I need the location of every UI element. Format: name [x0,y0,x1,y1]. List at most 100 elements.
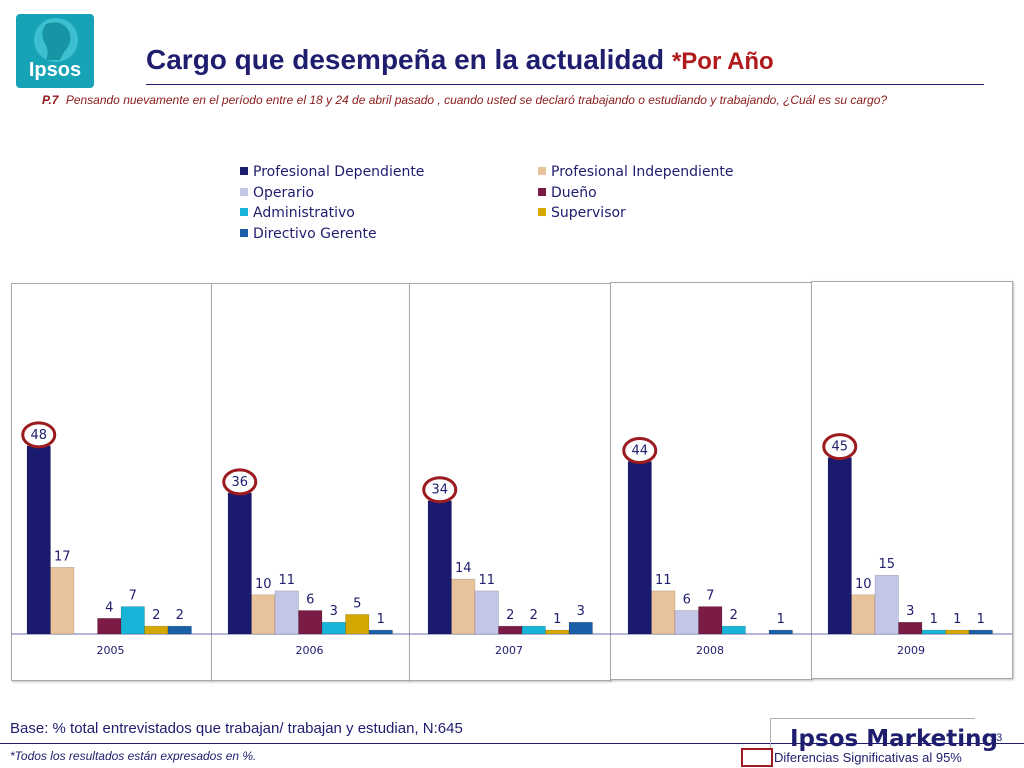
data-label-2009-dueno: 3 [906,604,914,619]
data-label-2009-profesional-dependiente: 45 [831,440,848,455]
legend-item-administrativo: Administrativo [240,205,355,221]
bar-2005-profesional-dependiente [26,445,51,635]
bar-2009-dueno [898,621,923,635]
brand-name: Ipsos Marketing [790,726,998,752]
data-label-2009-administrativo: 1 [930,612,938,627]
bar-2007-supervisor [545,629,570,635]
logo-text: Ipsos [28,59,82,81]
data-label-2008-dueno: 7 [706,589,714,604]
significance-legend-text: Diferencias Significativas al 95% [774,750,962,765]
data-label-2006-operario: 11 [278,573,295,588]
ipsos-logo-figure-icon [34,18,78,62]
bar-2006-profesional-independiente [251,594,276,635]
significance-marker [21,421,57,449]
legend-item-directivo-gerente: Directivo Gerente [240,226,377,242]
significance-marker [622,437,658,465]
bar-2009-supervisor [945,629,970,635]
bar-2009-administrativo [921,629,946,635]
data-label-2007-profesional-dependiente: 34 [431,483,448,498]
data-label-2005-dueno: 4 [105,600,113,615]
data-label-2008-profesional-independiente: 11 [655,573,672,588]
data-label-2007-directivo-gerente: 3 [577,604,585,619]
legend-label: Profesional Dependiente [253,164,425,180]
bar-2005-profesional-independiente [50,567,75,635]
data-label-2007-supervisor: 1 [553,612,561,627]
bar-2008-administrativo [721,625,746,635]
question-block: P.7 Pensando nuevamente en el período en… [42,92,982,108]
legend-swatch [240,167,248,175]
data-label-2007-dueno: 2 [506,608,514,623]
bar-2009-profesional-independiente [851,594,876,635]
footer-divider [0,743,1024,744]
bar-2006-operario [274,590,299,635]
data-label-2005-profesional-dependiente: 48 [30,428,47,443]
bar-2008-operario [674,610,699,635]
data-label-2008-profesional-dependiente: 44 [631,444,648,459]
data-label-2006-directivo-gerente: 1 [377,612,385,627]
ipsos-logo: Ipsos [16,14,94,88]
page-number: 53 [990,732,1003,744]
data-label-2006-profesional-dependiente: 36 [231,475,248,490]
bar-2007-profesional-dependiente [427,500,452,635]
bar-2007-directivo-gerente [568,621,593,635]
question-number: P.7 [42,93,59,107]
data-label-2005-directivo-gerente: 2 [176,608,184,623]
x-tick-label-2005: 2005 [97,644,125,657]
data-label-2008-operario: 6 [683,592,691,607]
bar-2006-profesional-dependiente [227,492,252,635]
legend-label: Dueño [551,184,597,201]
bar-2005-administrativo [120,606,145,635]
data-label-2005-administrativo: 7 [129,589,137,604]
title-main: Cargo que desempeña en la actualidad [146,44,665,75]
data-label-2009-supervisor: 1 [953,612,961,627]
legend-swatch [240,187,248,196]
data-label-2008-administrativo: 2 [730,608,738,623]
bar-2006-dueno [298,610,323,635]
title-sub: *Por Año [671,48,774,75]
bar-2006-administrativo [321,621,346,635]
significance-marker [222,468,258,496]
bar-2006-directivo-gerente [368,629,393,635]
percent-footnote: *Todos los resultados están expresados e… [10,749,257,763]
bar-2008-profesional-independiente [651,590,676,635]
data-label-2006-supervisor: 5 [353,596,361,611]
brand-frame [770,718,975,749]
legend-item-supervisor: Supervisor [538,205,626,221]
data-label-2005-profesional-independiente: 17 [54,549,71,564]
significance-legend-swatch [741,748,773,767]
legend-item-operario: Operario [240,185,314,201]
bar-2007-administrativo [521,625,546,635]
bar-2007-operario [474,590,499,635]
legend-label: Supervisor [551,205,626,221]
data-label-2007-profesional-independiente: 14 [455,561,472,576]
data-label-2006-administrativo: 3 [330,604,338,619]
legend-label: Directivo Gerente [253,225,377,242]
bar-2006-supervisor [345,614,370,635]
x-tick-label-2007: 2007 [495,644,523,657]
legend-label: Operario [253,184,315,201]
bar-2005-directivo-gerente [167,625,192,635]
data-label-2006-profesional-independiente: 10 [255,577,272,592]
bar-2007-profesional-independiente [451,578,476,635]
data-label-2007-administrativo: 2 [530,608,538,623]
bar-2007-dueno [498,625,523,635]
legend-label: Profesional Independiente [551,164,734,180]
data-label-2008-directivo-gerente: 1 [777,612,785,627]
x-tick-label-2006: 2006 [296,644,324,657]
bar-2009-operario [874,574,899,635]
bar-2009-profesional-dependiente [827,457,852,635]
data-label-2005-supervisor: 2 [152,608,160,623]
significance-marker [822,433,858,461]
legend-swatch [538,208,546,216]
legend-item-dueno: Dueño [538,185,597,201]
bar-2005-dueno [97,618,122,635]
legend-item-profesional-independiente: Profesional Independiente [538,164,734,180]
data-label-2009-profesional-independiente: 10 [855,577,872,592]
bar-2008-directivo-gerente [768,629,793,635]
legend-swatch [240,208,248,216]
x-tick-label-2009: 2009 [897,644,925,657]
bar-2005-supervisor [144,625,169,635]
data-label-2006-dueno: 6 [306,592,314,607]
page-title: Cargo que desempeña en la actualidad *Po… [146,44,774,76]
